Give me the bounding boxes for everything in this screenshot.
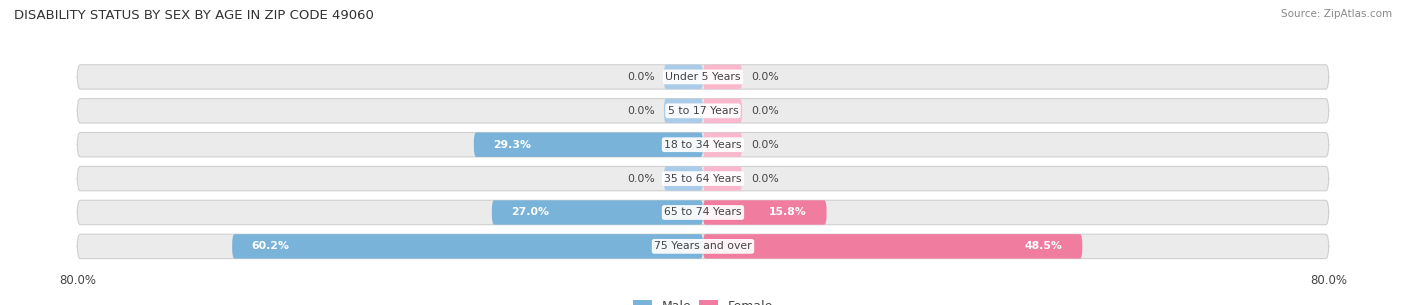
Text: 29.3%: 29.3% [494, 140, 531, 150]
FancyBboxPatch shape [77, 99, 1329, 123]
Text: Under 5 Years: Under 5 Years [665, 72, 741, 82]
Text: 0.0%: 0.0% [751, 140, 779, 150]
Text: 18 to 34 Years: 18 to 34 Years [664, 140, 742, 150]
FancyBboxPatch shape [703, 65, 742, 89]
Text: 0.0%: 0.0% [751, 106, 779, 116]
Text: 27.0%: 27.0% [512, 207, 550, 217]
FancyBboxPatch shape [77, 200, 1329, 225]
FancyBboxPatch shape [474, 132, 703, 157]
FancyBboxPatch shape [703, 132, 742, 157]
Text: 0.0%: 0.0% [751, 72, 779, 82]
FancyBboxPatch shape [703, 234, 1083, 259]
Text: 35 to 64 Years: 35 to 64 Years [664, 174, 742, 184]
FancyBboxPatch shape [77, 234, 1329, 259]
Text: 0.0%: 0.0% [751, 174, 779, 184]
FancyBboxPatch shape [703, 99, 742, 123]
Text: Source: ZipAtlas.com: Source: ZipAtlas.com [1281, 9, 1392, 19]
Text: DISABILITY STATUS BY SEX BY AGE IN ZIP CODE 49060: DISABILITY STATUS BY SEX BY AGE IN ZIP C… [14, 9, 374, 22]
Text: 60.2%: 60.2% [252, 241, 290, 251]
Text: 0.0%: 0.0% [627, 106, 655, 116]
FancyBboxPatch shape [232, 234, 703, 259]
Text: 0.0%: 0.0% [627, 72, 655, 82]
Text: 15.8%: 15.8% [769, 207, 807, 217]
Text: 5 to 17 Years: 5 to 17 Years [668, 106, 738, 116]
Legend: Male, Female: Male, Female [628, 295, 778, 305]
FancyBboxPatch shape [77, 132, 1329, 157]
FancyBboxPatch shape [664, 65, 703, 89]
FancyBboxPatch shape [664, 167, 703, 191]
FancyBboxPatch shape [664, 99, 703, 123]
FancyBboxPatch shape [703, 167, 742, 191]
FancyBboxPatch shape [703, 200, 827, 225]
FancyBboxPatch shape [77, 65, 1329, 89]
Text: 48.5%: 48.5% [1025, 241, 1063, 251]
Text: 0.0%: 0.0% [627, 174, 655, 184]
FancyBboxPatch shape [492, 200, 703, 225]
FancyBboxPatch shape [77, 167, 1329, 191]
Text: 65 to 74 Years: 65 to 74 Years [664, 207, 742, 217]
Text: 75 Years and over: 75 Years and over [654, 241, 752, 251]
